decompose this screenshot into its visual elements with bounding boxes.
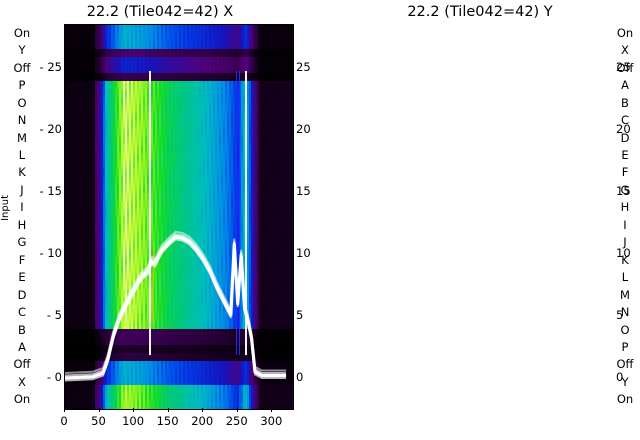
y-tick-label: 10 xyxy=(616,246,631,261)
letter-axis-item: B xyxy=(18,322,26,337)
x-tick-label: 0 xyxy=(60,414,68,428)
letter-axis-item: C xyxy=(17,305,27,319)
letter-axis-item: P xyxy=(621,339,629,354)
panel-x-heatmap xyxy=(65,25,293,409)
letter-axis-item: O xyxy=(620,322,630,337)
letter-axis-item: D xyxy=(17,287,27,302)
letter-axis-item: K xyxy=(18,165,26,180)
panel-y: 22.2 (Tile042=42) Y - 0- 5- 10- 15- 20- … xyxy=(320,0,640,440)
x-tick-mark xyxy=(167,408,169,412)
x-tick-label: 50 xyxy=(91,414,106,428)
y-tick-label: 25 xyxy=(296,60,311,75)
letter-axis-item: H xyxy=(620,200,630,215)
letter-axis-item: G xyxy=(17,235,27,250)
letter-axis-item: On xyxy=(13,392,31,407)
panel-x-profile-curve xyxy=(65,230,287,382)
y-tick-label: 25 xyxy=(616,60,631,75)
letter-axis-item: Off xyxy=(616,60,634,75)
y-tick-label: - 20 xyxy=(39,122,62,137)
x-tick-mark xyxy=(271,408,273,412)
letter-axis-item: On xyxy=(13,25,31,40)
y-tick-label: - 5 xyxy=(46,308,62,323)
letter-axis-item: I xyxy=(623,217,627,232)
letter-axis-item: N xyxy=(17,113,27,127)
panel-y-title: 22.2 (Tile042=42) Y xyxy=(407,4,553,20)
x-tick-mark xyxy=(202,408,204,412)
y-tick-label: 5 xyxy=(616,308,624,323)
x-tick-mark xyxy=(64,408,65,412)
letter-axis-item: A xyxy=(18,339,26,354)
letter-axis-item: P xyxy=(18,78,26,93)
letter-axis-item: D xyxy=(620,130,630,145)
x-tick-label: 150 xyxy=(156,414,179,428)
letter-axis-item: J xyxy=(623,235,627,250)
letter-axis-item: On xyxy=(616,392,634,407)
letter-axis-item: O xyxy=(17,95,27,110)
y-tick-label: - 0 xyxy=(46,370,62,384)
x-tick-mark xyxy=(236,408,238,412)
x-tick-mark xyxy=(98,408,100,412)
panel-x-plot-area xyxy=(64,24,294,410)
y-tick-label: 15 xyxy=(616,184,631,199)
letter-axis-item: On xyxy=(616,25,634,40)
letter-axis-item: I xyxy=(20,200,24,215)
letter-axis-item: Y xyxy=(621,374,629,389)
x-tick-label: 200 xyxy=(191,414,214,428)
letter-axis-item: Off xyxy=(616,357,634,372)
letter-axis-item: K xyxy=(621,252,629,267)
x-tick-mark xyxy=(133,408,135,412)
y-tick-label: 5 xyxy=(296,308,304,323)
letter-axis-item: Y xyxy=(18,43,26,58)
y-tick-label: - 25 xyxy=(39,60,62,75)
x-tick-label: 300 xyxy=(260,414,283,428)
y-tick-label: 0 xyxy=(616,370,624,384)
letter-axis-item: M xyxy=(17,130,27,145)
y-tick-label: 20 xyxy=(616,122,631,137)
letter-axis-item: M xyxy=(620,287,630,302)
letter-axis-item: Off xyxy=(13,357,31,372)
letter-axis-item: L xyxy=(621,270,629,285)
letter-axis-item: F xyxy=(621,165,629,180)
x-tick-label: 250 xyxy=(225,414,248,428)
y-tick-label: 10 xyxy=(296,246,311,261)
y-tick-label: 15 xyxy=(296,184,311,199)
letter-axis-item: C xyxy=(620,113,630,127)
panel-x: 22.2 (Tile042=42) X - 0 - 5 - 10 - 15 - 20 - … xyxy=(40,4,294,428)
letter-axis-item: L xyxy=(18,147,26,162)
letter-axis-item: J xyxy=(20,182,24,197)
panel-x-title: 22.2 (Tile042=42) X xyxy=(86,4,234,20)
y-tick-label: - 10 xyxy=(39,246,62,261)
letter-axis-item: H xyxy=(17,217,27,232)
letter-axis-item: B xyxy=(621,95,629,110)
letter-axis-item: X xyxy=(621,43,629,58)
letter-axis-item: X xyxy=(18,374,26,389)
letter-axis-item: Off xyxy=(13,60,31,75)
y-tick-label: 20 xyxy=(296,122,311,137)
letter-axis-item: F xyxy=(18,252,26,267)
y-tick-label: - 15 xyxy=(39,184,62,199)
x-tick-label: 100 xyxy=(122,414,145,428)
letter-axis-item: G xyxy=(620,182,630,197)
letter-axis-item: A xyxy=(621,78,629,93)
letter-axis-item: N xyxy=(620,305,630,319)
letter-axis-item: E xyxy=(18,270,26,285)
y-tick-label: 0 xyxy=(296,370,304,384)
letter-axis-item: E xyxy=(621,147,629,162)
